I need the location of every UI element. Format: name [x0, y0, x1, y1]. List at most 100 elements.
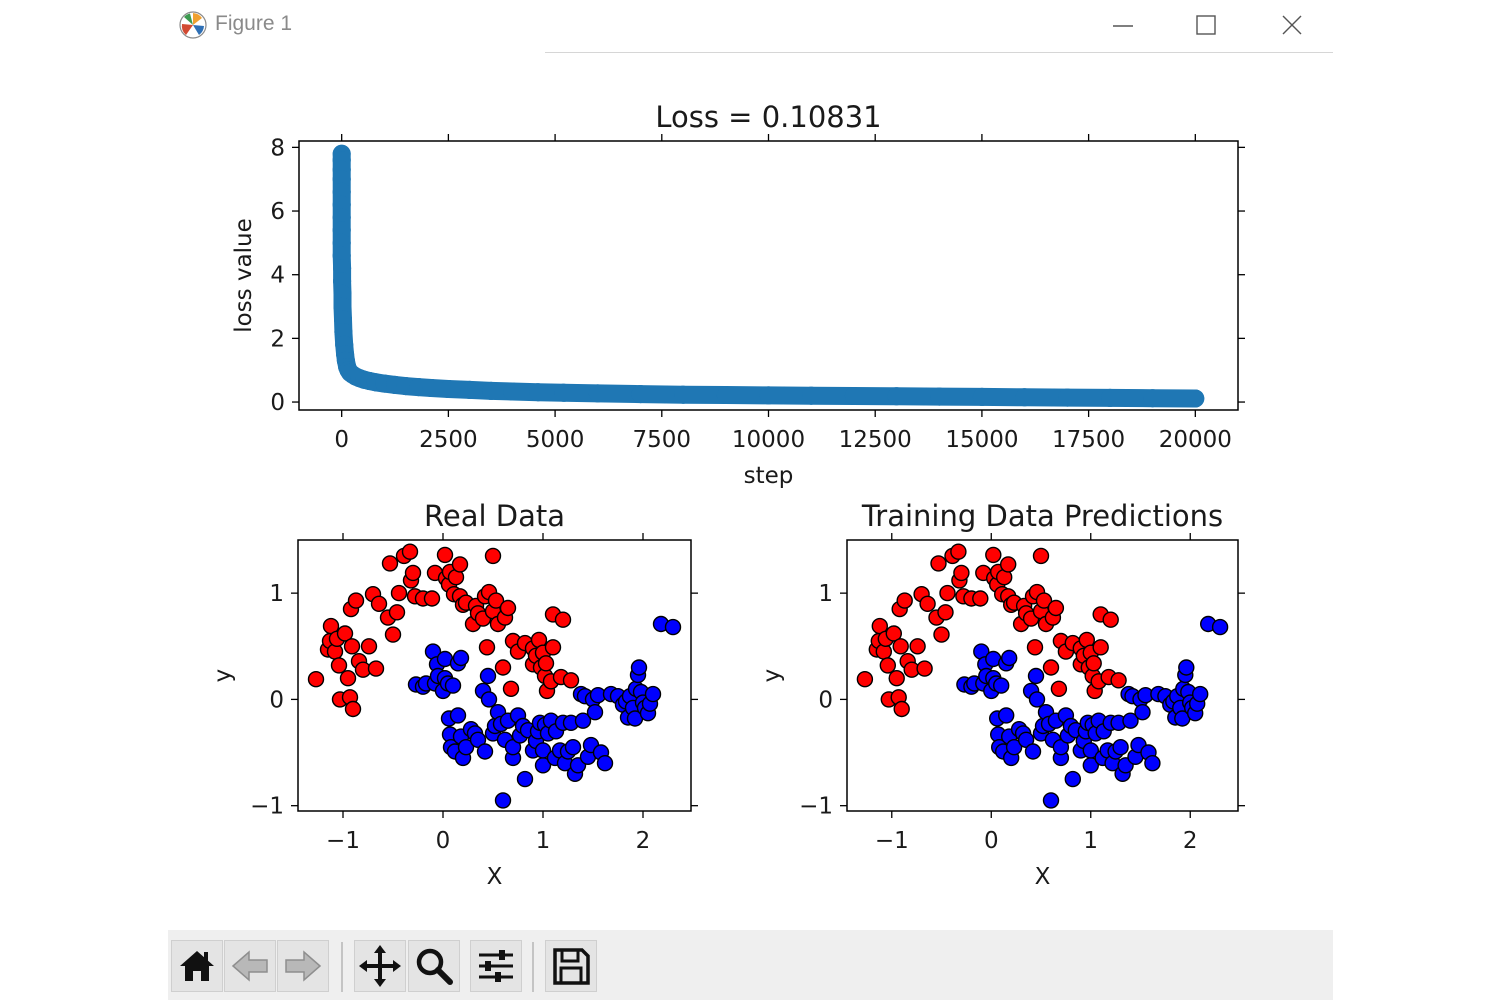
scatter-point — [1026, 639, 1044, 656]
chart-title: Training Data Predictions — [861, 499, 1223, 533]
scatter-point — [1005, 739, 1023, 756]
scatter-point — [384, 626, 402, 643]
scatter-point — [343, 638, 361, 655]
minimize-icon — [1113, 25, 1133, 27]
scatter-point — [1102, 611, 1119, 628]
scatter-point — [937, 604, 954, 621]
navigation-toolbar — [168, 930, 1333, 1000]
x-axis-label: step — [744, 463, 794, 489]
x-tick-label: 0 — [984, 828, 999, 854]
scatter-point — [885, 625, 902, 642]
y-tick-label: 0 — [269, 687, 284, 713]
y-tick-label: 6 — [270, 199, 285, 225]
scatter-point — [1001, 649, 1018, 667]
scatter-point — [1134, 704, 1151, 721]
scatter-point — [1085, 655, 1102, 672]
axes-frame — [298, 140, 1239, 411]
scatter-point — [644, 685, 662, 703]
scatter-point — [1042, 792, 1060, 809]
scatter-point — [534, 742, 552, 759]
scatter-point — [544, 639, 562, 656]
scatter-point — [1144, 755, 1161, 772]
scatter-point — [879, 657, 896, 674]
minimize-button[interactable] — [1103, 8, 1143, 44]
x-tick-label: 20000 — [1159, 427, 1232, 453]
close-button[interactable] — [1272, 8, 1312, 44]
scatter-point — [896, 592, 913, 609]
scatter-point — [664, 618, 682, 636]
x-tick-label: 1 — [536, 828, 551, 854]
zoom-icon — [416, 948, 453, 985]
scatter-point — [1064, 770, 1081, 788]
scatter-point — [586, 704, 604, 721]
scatter-point — [484, 547, 502, 565]
scatter-point — [985, 546, 1002, 564]
y-tick-label: −1 — [250, 794, 284, 820]
scatter-point — [476, 743, 494, 760]
scatter-point — [993, 677, 1010, 694]
toolbar-separator — [341, 942, 343, 992]
scatter-point — [423, 590, 441, 607]
close-icon — [1282, 15, 1302, 35]
x-tick-label: 0 — [436, 828, 451, 854]
scatter-point — [537, 655, 555, 672]
scatter-point — [998, 707, 1015, 724]
scatter-point — [574, 712, 592, 729]
scatter-point — [344, 700, 362, 718]
matplotlib-logo-icon — [178, 10, 208, 40]
y-tick-label: 2 — [270, 326, 285, 352]
scatter-point — [1082, 742, 1099, 759]
scatter-point — [1110, 672, 1127, 689]
x-tick-label: 2 — [636, 828, 651, 854]
scatter-point — [516, 770, 534, 788]
back-button[interactable] — [224, 940, 276, 992]
configure-subplots-button[interactable] — [470, 940, 522, 992]
plot-axes-2 — [840, 533, 1245, 818]
y-tick-label: 8 — [270, 135, 285, 161]
x-tick-label: 10000 — [732, 427, 805, 453]
scatter-point — [436, 546, 454, 564]
scatter-point — [307, 671, 325, 688]
scatter-point — [1112, 739, 1129, 756]
scatter-point — [1047, 599, 1065, 617]
scatter-point — [360, 638, 378, 655]
scatter-point — [480, 691, 498, 708]
scatter-point — [404, 564, 422, 582]
scatter-point — [367, 660, 385, 677]
axes-frame — [297, 539, 692, 812]
pan-button[interactable] — [354, 940, 406, 992]
x-tick-label: 2500 — [419, 427, 478, 453]
save-icon — [553, 948, 590, 985]
save-button[interactable] — [545, 940, 597, 992]
forward-button[interactable] — [277, 940, 329, 992]
x-axis-label: X — [487, 864, 503, 890]
back-arrow-icon — [231, 950, 268, 982]
scatter-point — [1178, 659, 1195, 676]
scatter-point — [451, 556, 469, 573]
plot-axes-1 — [291, 533, 698, 818]
scatter-point — [1027, 667, 1045, 685]
y-axis-label: y — [210, 669, 236, 683]
title-bar: Figure 1 — [168, 0, 1333, 52]
window-title: Figure 1 — [215, 12, 293, 35]
scatter-point — [888, 670, 905, 687]
y-axis-label: y — [759, 669, 785, 683]
y-tick-label: 0 — [270, 390, 285, 416]
scatter-point — [596, 755, 614, 772]
scatter-point — [919, 595, 936, 612]
scatter-point — [370, 595, 388, 612]
scatter-point — [972, 590, 989, 607]
figure-canvas[interactable]: 0 2500 5000 7500 10000 12500 15000 17500 2000002… — [168, 0, 1333, 920]
scatter-point — [401, 543, 419, 560]
home-icon — [180, 951, 214, 981]
home-button[interactable] — [171, 940, 223, 992]
x-axis-label: X — [1035, 864, 1051, 890]
zoom-button[interactable] — [408, 940, 460, 992]
scatter-point — [1024, 743, 1042, 760]
scatter-point — [1191, 685, 1209, 703]
maximize-button[interactable] — [1186, 8, 1226, 44]
scatter-point — [494, 792, 512, 809]
scatter-point — [1211, 618, 1229, 636]
scatter-point — [1092, 639, 1109, 656]
scatter-point — [564, 739, 582, 756]
